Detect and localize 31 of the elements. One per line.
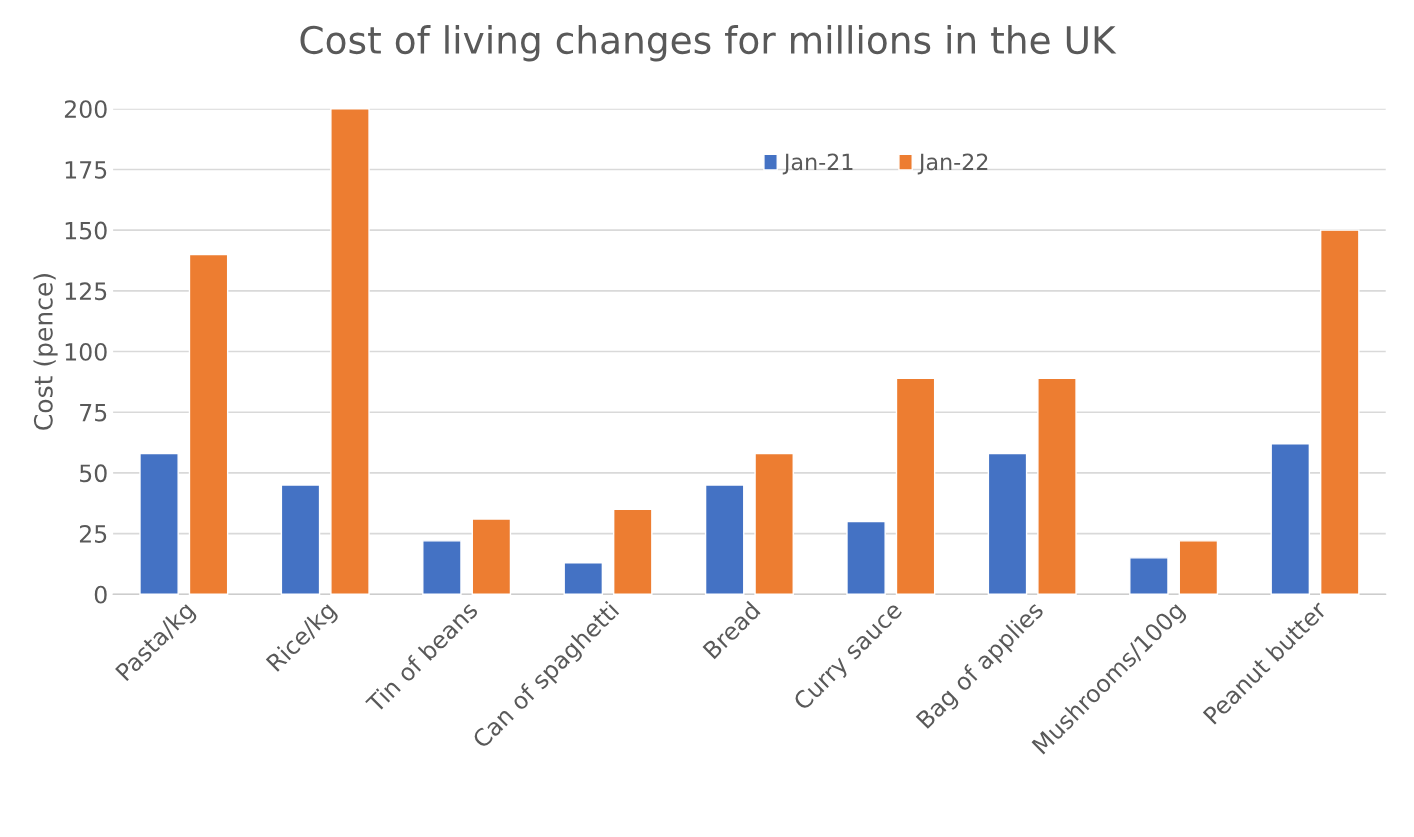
bar [563, 562, 604, 595]
bar [754, 452, 794, 595]
bar [188, 253, 229, 595]
y-tick-label: 175 [65, 161, 107, 179]
bar [422, 540, 462, 595]
y-tick-label: 200 [64, 100, 107, 119]
legend-label: Jan-21 [782, 153, 853, 175]
bar [1129, 557, 1169, 595]
bar [895, 377, 936, 595]
bar [1270, 443, 1311, 595]
bar [612, 508, 653, 595]
y-tick-label: 25 [79, 525, 107, 543]
bar [471, 518, 512, 595]
y-tick-label: 125 [65, 282, 107, 301]
chart-title: Cost of living changes for millions in the UK [300, 25, 1117, 62]
y-tick-label: 100 [65, 342, 107, 361]
y-tick-label: 75 [80, 403, 107, 422]
bar [846, 520, 886, 595]
y-axis-title: Cost (pence) [33, 274, 58, 430]
legend-label: Jan-22 [917, 153, 988, 175]
bar [1037, 377, 1077, 595]
bar [330, 108, 370, 595]
bar [139, 452, 179, 595]
y-tick-label: 0 [94, 585, 107, 604]
y-tick-label: 150 [65, 221, 107, 240]
y-tick-label: 50 [80, 464, 107, 483]
bar [280, 484, 321, 595]
bar [1178, 540, 1219, 595]
bar [704, 484, 745, 595]
bar [987, 452, 1028, 595]
bar [1319, 229, 1360, 595]
